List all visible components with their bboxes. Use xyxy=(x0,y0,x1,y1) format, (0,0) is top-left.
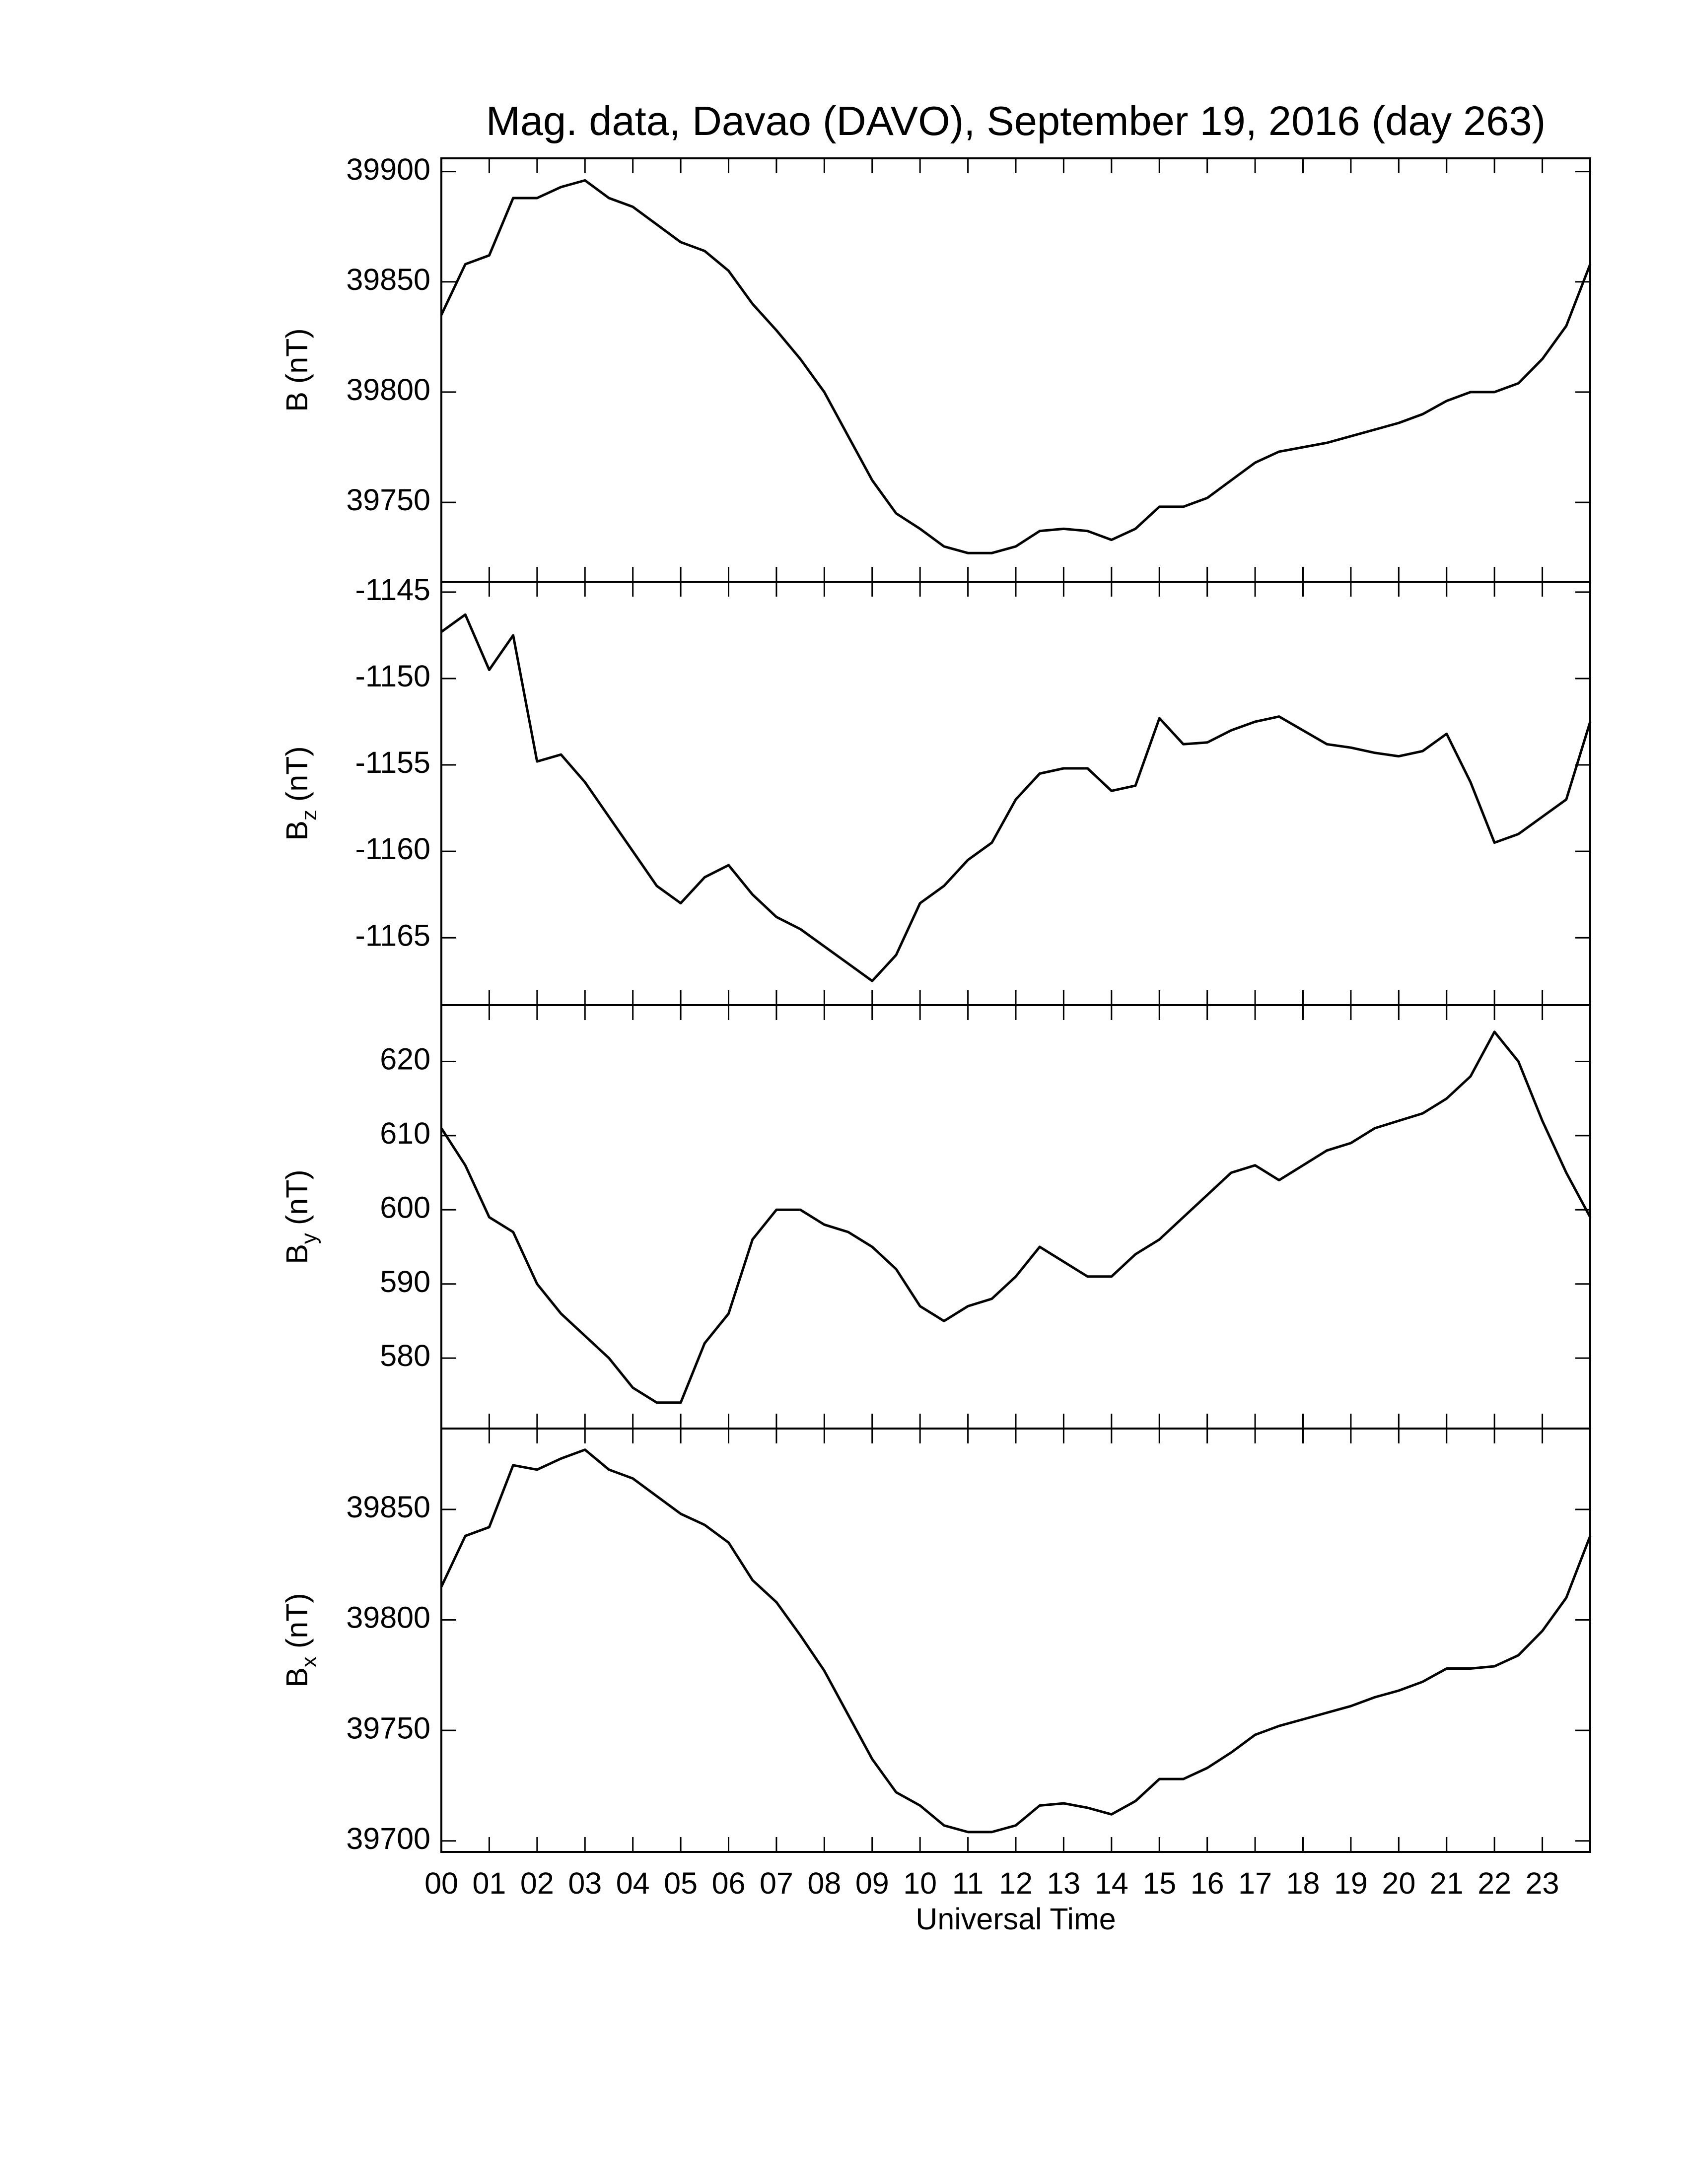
x-tick-label: 22 xyxy=(1477,1866,1511,1900)
x-tick-label: 12 xyxy=(999,1866,1033,1900)
data-line xyxy=(440,613,1592,982)
y-tick-label: 590 xyxy=(380,1265,430,1298)
chart-title: Mag. data, Davao (DAVO), September 19, 2… xyxy=(486,98,1546,144)
y-label-subscript: x xyxy=(297,1656,321,1667)
y-label-subscript: z xyxy=(297,810,321,820)
y-label-unit: (nT) xyxy=(280,1593,314,1648)
y-tick-label: 39750 xyxy=(346,483,430,517)
plot-frame xyxy=(440,581,1591,1006)
x-tick-label: 00 xyxy=(424,1866,458,1900)
x-tick-label: 15 xyxy=(1142,1866,1176,1900)
y-label-subscript: y xyxy=(297,1233,321,1244)
y-tick-label: 39800 xyxy=(346,373,430,407)
x-tick-label: 23 xyxy=(1526,1866,1559,1900)
x-tick-label: 03 xyxy=(568,1866,602,1900)
y-axis-label: B (nT) xyxy=(280,328,314,412)
y-label-symbol: B xyxy=(280,1244,314,1264)
y-tick-label: -1150 xyxy=(355,659,431,693)
x-tick-label: 09 xyxy=(855,1866,889,1900)
y-tick-label: -1155 xyxy=(355,746,431,779)
y-tick-label: 39850 xyxy=(346,1490,430,1524)
x-tick-label: 01 xyxy=(472,1866,506,1900)
y-tick-label: -1165 xyxy=(355,918,431,952)
y-tick-label: 39900 xyxy=(346,152,430,186)
y-tick-label: 39850 xyxy=(346,263,430,296)
y-tick-label: -1160 xyxy=(355,832,431,866)
x-tick-label: 16 xyxy=(1191,1866,1224,1900)
x-tick-label: 05 xyxy=(664,1866,698,1900)
x-tick-label: 10 xyxy=(903,1866,937,1900)
y-tick-label: 600 xyxy=(380,1190,430,1224)
y-label-unit: (nT) xyxy=(280,746,314,802)
y-tick-label: 580 xyxy=(380,1339,430,1372)
data-line xyxy=(440,1030,1592,1404)
y-axis-label: By (nT) xyxy=(280,1169,321,1264)
data-line xyxy=(440,179,1592,554)
y-label-unit: (nT) xyxy=(280,1169,314,1225)
y-label-unit: (nT) xyxy=(280,328,314,384)
y-axis-label: Bx (nT) xyxy=(280,1593,321,1688)
y-tick-label: -1145 xyxy=(355,573,431,607)
y-label-symbol: B xyxy=(280,392,314,412)
x-tick-label: 08 xyxy=(807,1866,841,1900)
x-tick-label: 14 xyxy=(1095,1866,1128,1900)
x-tick-label: 19 xyxy=(1334,1866,1368,1900)
x-tick-label: 07 xyxy=(760,1866,793,1900)
x-tick-label: 21 xyxy=(1430,1866,1464,1900)
y-tick-label: 39700 xyxy=(346,1822,430,1855)
y-tick-label: 39800 xyxy=(346,1601,430,1635)
x-tick-label: 13 xyxy=(1047,1866,1080,1900)
x-tick-label: 02 xyxy=(520,1866,554,1900)
y-tick-label: 610 xyxy=(380,1116,430,1150)
x-axis-label: Universal Time xyxy=(915,1902,1116,1936)
x-tick-label: 20 xyxy=(1382,1866,1415,1900)
y-axis-label: Bz (nT) xyxy=(280,746,321,841)
data-line xyxy=(440,1448,1592,1834)
plot-frame xyxy=(440,1428,1591,1853)
x-tick-label: 17 xyxy=(1238,1866,1272,1900)
x-tick-label: 04 xyxy=(616,1866,650,1900)
plot-frame xyxy=(440,157,1591,583)
y-label-symbol: B xyxy=(280,820,314,841)
x-tick-label: 11 xyxy=(952,1866,984,1900)
y-label-symbol: B xyxy=(280,1667,314,1688)
y-tick-label: 620 xyxy=(380,1042,430,1076)
x-tick-label: 18 xyxy=(1286,1866,1320,1900)
x-tick-label: 06 xyxy=(712,1866,746,1900)
y-tick-label: 39750 xyxy=(346,1711,430,1745)
